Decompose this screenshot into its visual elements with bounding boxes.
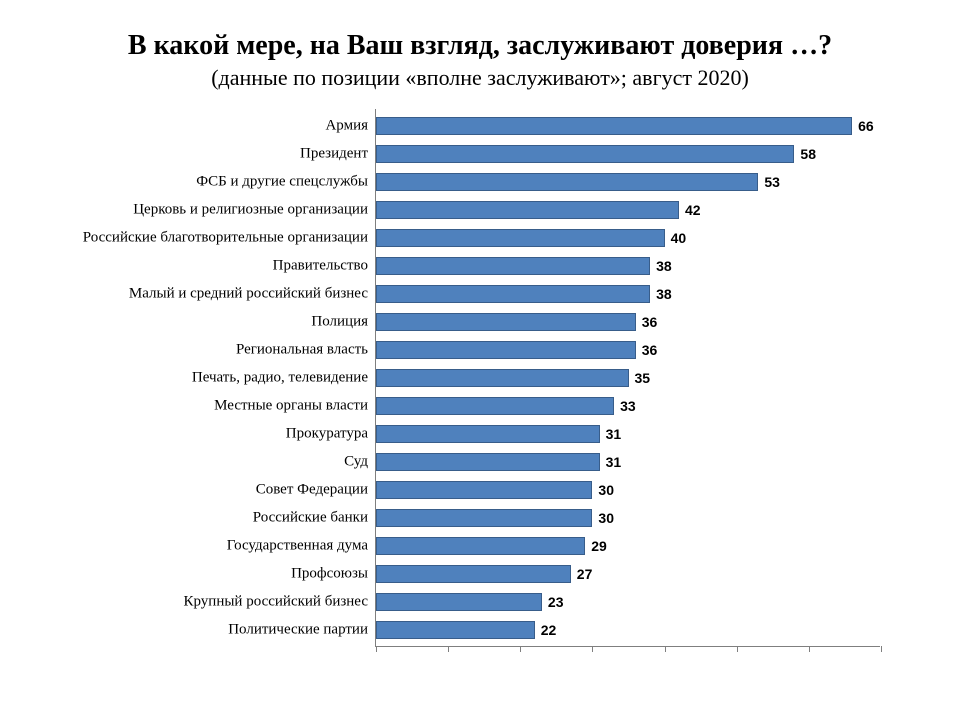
bar [376, 341, 636, 359]
value-label: 40 [671, 230, 687, 246]
bar-row: Российские банки30 [376, 504, 880, 532]
x-tick [592, 646, 593, 652]
bar-row: Крупный российский бизнес23 [376, 588, 880, 616]
value-label: 30 [598, 482, 614, 498]
category-label: Совет Федерации [256, 482, 376, 499]
bar-row: ФСБ и другие спецслужбы53 [376, 168, 880, 196]
bar [376, 369, 629, 387]
bar-row: Президент58 [376, 140, 880, 168]
category-label: Армия [325, 118, 376, 135]
category-label: Российские благотворительные организации [83, 230, 376, 247]
bar-row: Государственная дума29 [376, 532, 880, 560]
bar-row: Политические партии22 [376, 616, 880, 644]
value-label: 31 [606, 454, 622, 470]
category-label: Политические партии [228, 622, 376, 639]
category-label: Печать, радио, телевидение [192, 370, 376, 387]
slide: В какой мере, на Ваш взгляд, заслуживают… [0, 0, 960, 720]
category-label: Местные органы власти [214, 398, 376, 415]
value-label: 27 [577, 566, 593, 582]
bar-row: Совет Федерации30 [376, 476, 880, 504]
bar-row: Прокуратура31 [376, 420, 880, 448]
bar [376, 173, 758, 191]
value-label: 38 [656, 258, 672, 274]
bar-row: Суд31 [376, 448, 880, 476]
value-label: 42 [685, 202, 701, 218]
bar-row: Местные органы власти33 [376, 392, 880, 420]
bar [376, 117, 852, 135]
bar [376, 285, 650, 303]
bar [376, 425, 600, 443]
plot-area: Армия66Президент58ФСБ и другие спецслужб… [375, 109, 880, 647]
value-label: 29 [591, 538, 607, 554]
category-label: Профсоюзы [291, 566, 376, 583]
category-label: Церковь и религиозные организации [133, 202, 376, 219]
x-tick [809, 646, 810, 652]
bar-row: Церковь и религиозные организации42 [376, 196, 880, 224]
bar-row: Малый и средний российский бизнес38 [376, 280, 880, 308]
value-label: 58 [800, 146, 816, 162]
bar-row: Правительство38 [376, 252, 880, 280]
value-label: 35 [635, 370, 651, 386]
bar-row: Армия66 [376, 112, 880, 140]
value-label: 23 [548, 594, 564, 610]
value-label: 22 [541, 622, 557, 638]
value-label: 36 [642, 342, 658, 358]
value-label: 30 [598, 510, 614, 526]
x-tick [376, 646, 377, 652]
value-label: 53 [764, 174, 780, 190]
chart-subtitle: (данные по позиции «вполне заслуживают»;… [40, 65, 920, 91]
category-label: Крупный российский бизнес [183, 594, 376, 611]
category-label: Государственная дума [227, 538, 376, 555]
category-label: Российские банки [253, 510, 376, 527]
bar [376, 537, 585, 555]
bar-row: Печать, радио, телевидение35 [376, 364, 880, 392]
category-label: ФСБ и другие спецслужбы [196, 174, 376, 191]
bar-row: Профсоюзы27 [376, 560, 880, 588]
x-tick [737, 646, 738, 652]
category-label: Полиция [311, 314, 376, 331]
bar [376, 229, 665, 247]
bar [376, 313, 636, 331]
value-label: 38 [656, 286, 672, 302]
bar [376, 509, 592, 527]
bar-row: Российские благотворительные организации… [376, 224, 880, 252]
bar [376, 397, 614, 415]
value-label: 31 [606, 426, 622, 442]
category-label: Президент [300, 146, 376, 163]
bar [376, 201, 679, 219]
bar [376, 593, 542, 611]
x-tick [520, 646, 521, 652]
category-label: Правительство [273, 258, 376, 275]
chart-title: В какой мере, на Ваш взгляд, заслуживают… [40, 28, 920, 63]
x-tick [665, 646, 666, 652]
category-label: Прокуратура [286, 426, 376, 443]
x-tick [881, 646, 882, 652]
category-label: Суд [344, 454, 376, 471]
x-tick [448, 646, 449, 652]
bar [376, 257, 650, 275]
value-label: 66 [858, 118, 874, 134]
bar [376, 621, 535, 639]
trust-bar-chart: Армия66Президент58ФСБ и другие спецслужб… [40, 109, 920, 669]
value-label: 33 [620, 398, 636, 414]
bar [376, 145, 794, 163]
bar [376, 481, 592, 499]
value-label: 36 [642, 314, 658, 330]
category-label: Малый и средний российский бизнес [129, 286, 376, 303]
bar [376, 453, 600, 471]
bar [376, 565, 571, 583]
bar-row: Региональная власть36 [376, 336, 880, 364]
category-label: Региональная власть [236, 342, 376, 359]
bar-row: Полиция36 [376, 308, 880, 336]
